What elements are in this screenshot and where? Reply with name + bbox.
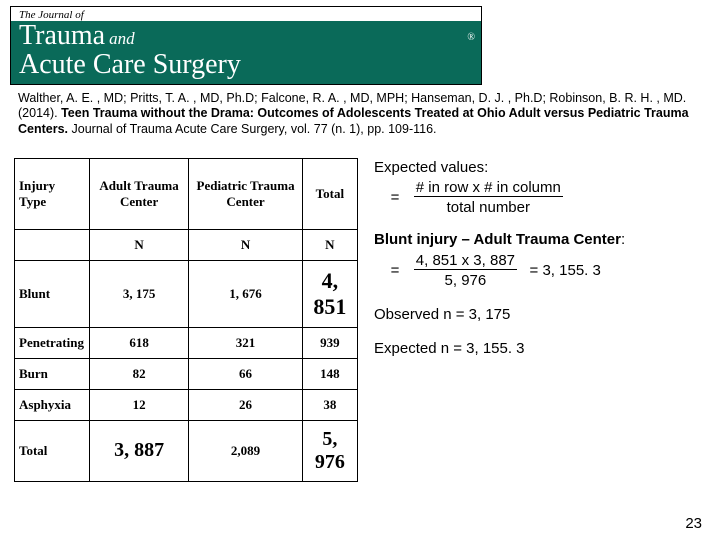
explanation-panel: Expected values: = # in row x # in colum… <box>374 158 706 482</box>
page-number: 23 <box>685 515 702 532</box>
observed-line: Observed n = 3, 175 <box>374 305 706 325</box>
calc-denominator: 5, 976 <box>443 272 489 289</box>
sub-n-1: N <box>89 229 189 260</box>
col-header-adult: Adult Trauma Center <box>89 158 189 229</box>
cell: 148 <box>302 358 357 389</box>
calc-result: = 3, 155. 3 <box>530 262 601 279</box>
cell: 38 <box>302 389 357 420</box>
cell: 26 <box>189 389 302 420</box>
calculation-fraction: 4, 851 x 3, 887 5, 976 <box>414 251 517 292</box>
cell: 3, 175 <box>89 260 189 327</box>
expected-label: Expected values: <box>374 159 488 176</box>
banner-word-trauma: Trauma <box>19 20 105 51</box>
row-label: Total <box>15 420 90 481</box>
journal-banner: The Journal of Trauma and Acute Care Sur… <box>10 6 482 85</box>
row-header: Injury Type <box>15 158 90 229</box>
table-row: Asphyxia 12 26 38 <box>15 389 358 420</box>
row-label: Burn <box>15 358 90 389</box>
table-row: Burn 82 66 148 <box>15 358 358 389</box>
banner-line2: Acute Care Surgery <box>19 49 241 80</box>
row-label: Blunt <box>15 260 90 327</box>
cell: 1, 676 <box>189 260 302 327</box>
table-row: Total 3, 887 2,089 5, 976 <box>15 420 358 481</box>
cell: 3, 887 <box>89 420 189 481</box>
injury-table: Injury Type Adult Trauma Center Pediatri… <box>14 158 358 482</box>
fraction-denominator: total number <box>445 199 532 216</box>
calculation-block: Blunt injury – Adult Trauma Center: = 4,… <box>374 230 706 291</box>
sub-header-blank <box>15 229 90 260</box>
cell: 82 <box>89 358 189 389</box>
citation-rest: Journal of Trauma Acute Care Surgery, vo… <box>68 122 436 136</box>
banner-word-and: and <box>109 29 135 48</box>
registered-mark: ® <box>467 33 475 44</box>
cell: 5, 976 <box>302 420 357 481</box>
cell: 939 <box>302 327 357 358</box>
col-header-total: Total <box>302 158 357 229</box>
expected-line: Expected n = 3, 155. 3 <box>374 339 706 359</box>
section-title: Blunt injury – Adult Trauma Center <box>374 231 621 248</box>
data-table-wrap: Injury Type Adult Trauma Center Pediatri… <box>14 158 358 482</box>
sub-n-2: N <box>189 229 302 260</box>
table-row: Penetrating 618 321 939 <box>15 327 358 358</box>
sub-n-3: N <box>302 229 357 260</box>
row-label: Asphyxia <box>15 389 90 420</box>
calc-numerator: 4, 851 x 3, 887 <box>414 252 517 270</box>
cell: 4, 851 <box>302 260 357 327</box>
banner-superhead: The Journal of <box>11 7 481 21</box>
table-row: Blunt 3, 175 1, 676 4, 851 <box>15 260 358 327</box>
cell: 618 <box>89 327 189 358</box>
cell: 66 <box>189 358 302 389</box>
cell: 12 <box>89 389 189 420</box>
citation: Walther, A. E. , MD; Pritts, T. A. , MD,… <box>0 87 720 138</box>
row-label: Penetrating <box>15 327 90 358</box>
cell: 2,089 <box>189 420 302 481</box>
expected-formula: Expected values: = # in row x # in colum… <box>374 158 706 219</box>
banner-main: Trauma and Acute Care Surgery ® <box>11 21 481 84</box>
fraction: # in row x # in column total number <box>414 178 563 219</box>
cell: 321 <box>189 327 302 358</box>
fraction-numerator: # in row x # in column <box>414 179 563 197</box>
col-header-pediatric: Pediatric Trauma Center <box>189 158 302 229</box>
